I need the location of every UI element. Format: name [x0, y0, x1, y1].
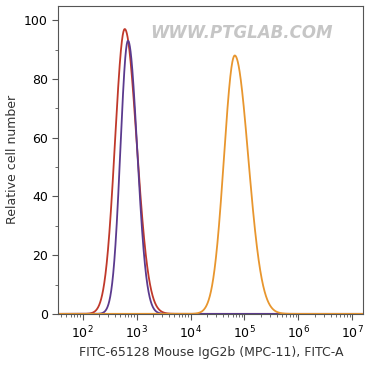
Y-axis label: Relative cell number: Relative cell number: [6, 95, 18, 224]
Text: WWW.PTGLAB.COM: WWW.PTGLAB.COM: [150, 24, 333, 42]
X-axis label: FITC-65128 Mouse IgG2b (MPC-11), FITC-A: FITC-65128 Mouse IgG2b (MPC-11), FITC-A: [78, 346, 343, 360]
